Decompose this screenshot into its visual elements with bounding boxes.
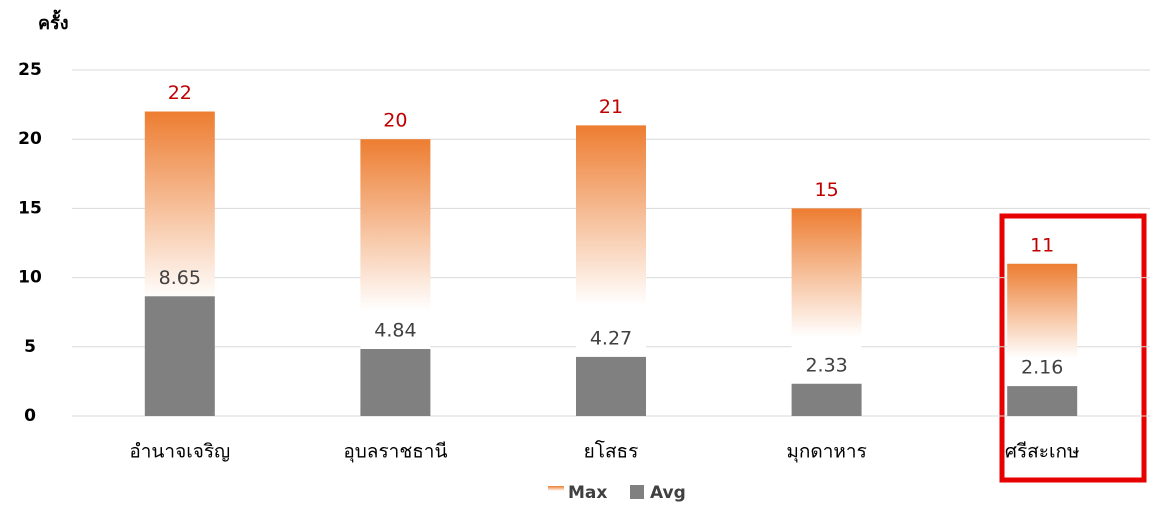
y-tick-label: 0: [24, 406, 36, 426]
data-label: 11: [1030, 234, 1054, 256]
bar: [576, 356, 646, 416]
y-tick-label: 15: [18, 198, 42, 218]
data-label: 4.84: [374, 320, 416, 342]
x-tick-label: ศรีสะเกษ: [1005, 441, 1080, 463]
data-label: 20: [383, 110, 407, 132]
data-label: 8.65: [159, 267, 201, 289]
data-label: 22: [168, 82, 192, 104]
x-tick-label: ยโสธร: [584, 440, 639, 463]
data-label: 2.33: [805, 354, 847, 376]
x-tick-label: อำนาจเจริญ: [129, 441, 230, 463]
bar: [360, 349, 431, 416]
y-tick-label: 20: [18, 129, 42, 149]
legend-swatch: [630, 485, 644, 499]
data-label: 21: [599, 96, 623, 118]
axis-unit: ครั้ง: [38, 9, 69, 34]
bar: [791, 383, 862, 416]
bar: [1007, 386, 1078, 416]
x-tick-label: มุกดาหาร: [786, 441, 866, 464]
bar: [791, 208, 862, 416]
data-label: 15: [815, 179, 839, 201]
legend-swatch: [548, 486, 564, 494]
x-tick-label: อุบลราชธานี: [343, 441, 447, 464]
bar: [144, 296, 215, 416]
y-tick-label: 25: [18, 60, 42, 80]
y-tick-label: 5: [24, 337, 36, 357]
legend-label: Avg: [650, 483, 686, 503]
legend-label: Max: [568, 483, 607, 503]
data-label: 4.27: [590, 327, 632, 349]
data-label: 2.16: [1021, 357, 1063, 379]
highlight-box: [999, 213, 1147, 483]
y-tick-label: 10: [18, 268, 42, 288]
